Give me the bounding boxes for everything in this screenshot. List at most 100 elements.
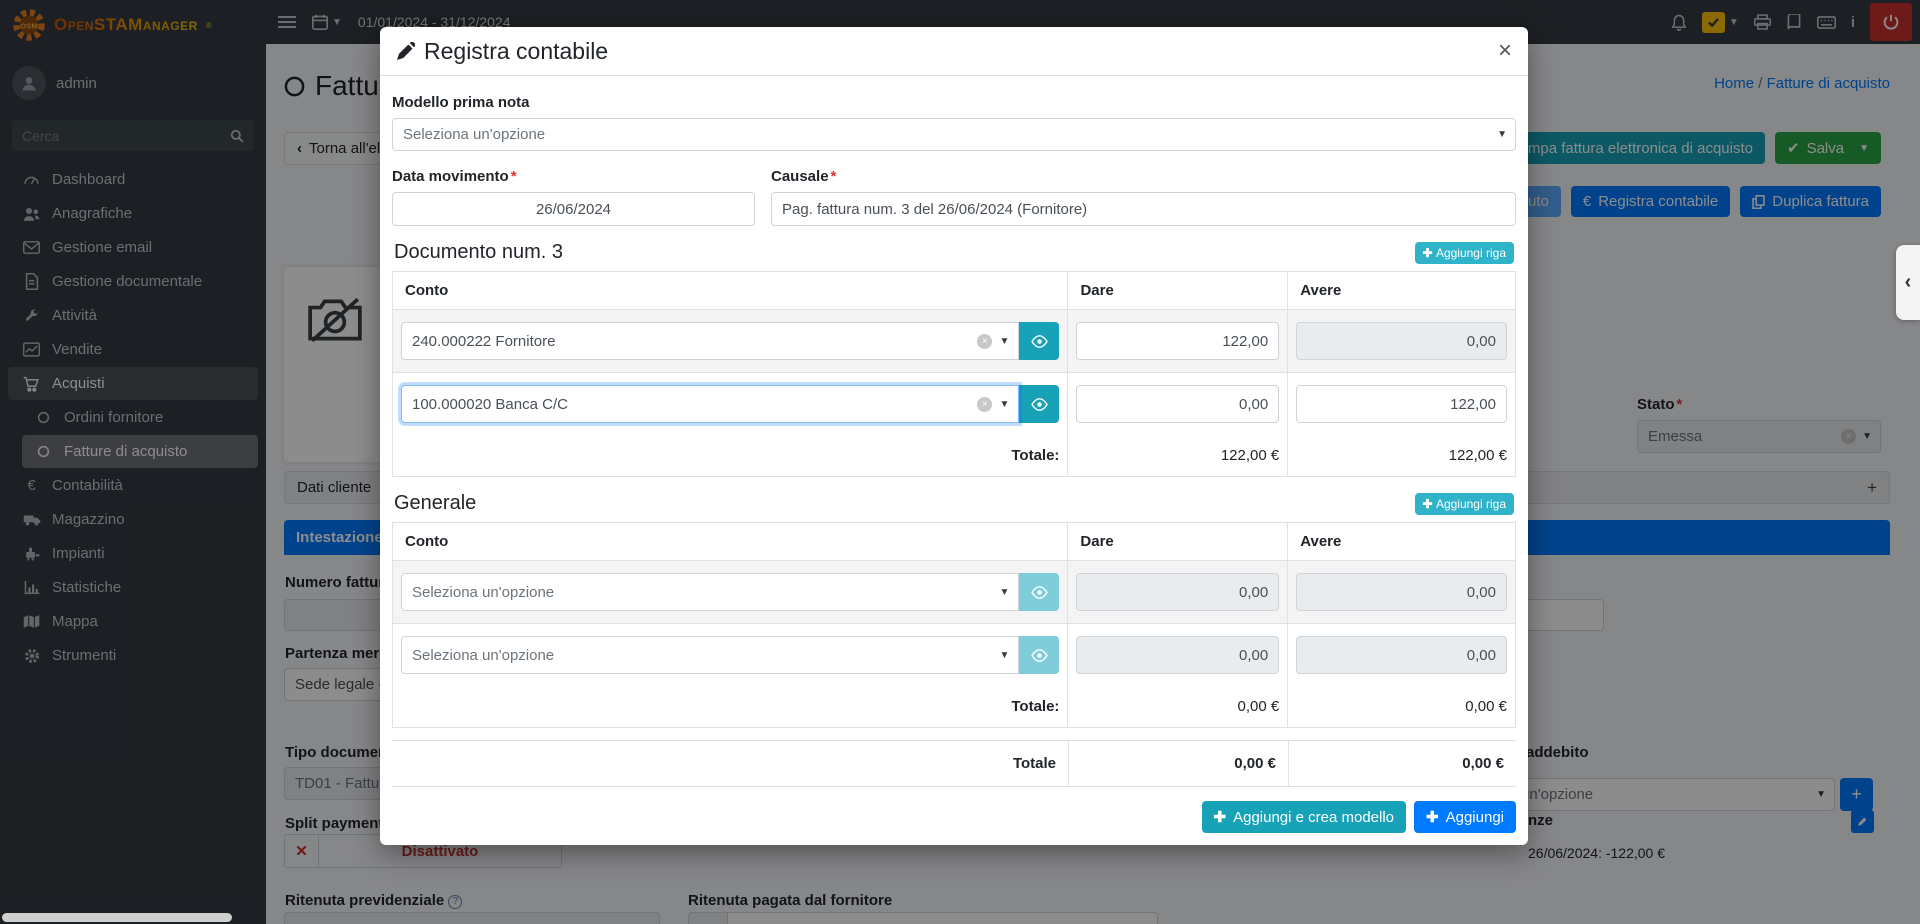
circle-icon — [284, 76, 305, 97]
causale-label: Causale * — [771, 168, 837, 185]
sidebar-item-anagrafiche[interactable]: Anagrafiche — [8, 197, 258, 230]
power-icon — [1883, 14, 1899, 30]
circle-icon — [34, 411, 53, 424]
add-option-button[interactable]: + — [1840, 778, 1873, 811]
sidebar-item-statistiche[interactable]: Statistiche — [8, 571, 258, 604]
column-header-avere: Avere — [1287, 271, 1516, 310]
clear-icon[interactable]: × — [1841, 429, 1856, 444]
expand-plus-icon[interactable]: + — [1867, 477, 1877, 497]
side-panel-toggle[interactable]: ‹ — [1896, 245, 1920, 320]
generale-section-head: Generale ✚ Aggiungi riga — [394, 492, 1514, 515]
logout-button[interactable] — [1870, 3, 1912, 41]
avere-input[interactable] — [1296, 573, 1507, 611]
add-row-badge[interactable]: ✚ Aggiungi riga — [1414, 242, 1514, 264]
ritenuta-fornitore-group — [688, 912, 1158, 924]
docs-button[interactable] — [1786, 14, 1802, 30]
user-name: admin — [56, 74, 97, 92]
brand-name: OpenSTAManager — [54, 15, 198, 34]
totals-row: Totale: 122,00 € 122,00 € — [391, 435, 1516, 477]
pencil-icon — [1857, 816, 1868, 827]
caret-down-icon: ▼ — [999, 649, 1010, 661]
info-button[interactable]: i — [1851, 14, 1855, 31]
search-input[interactable] — [12, 120, 220, 151]
caret-down-icon: ▼ — [1862, 431, 1872, 442]
sidebar-item-acquisti[interactable]: Acquisti — [8, 367, 258, 400]
split-payment-value: Disattivato — [401, 842, 479, 860]
avere-input[interactable] — [1296, 385, 1507, 423]
sidebar-item-fatture-di-acquisto[interactable]: Fatture di acquisto — [22, 435, 258, 468]
view-account-button[interactable] — [1019, 385, 1060, 423]
conto-select[interactable]: 100.000020 Banca C/C × ▼ — [401, 385, 1020, 423]
keyboard-icon — [1816, 15, 1836, 29]
sidebar-item-dashboard[interactable]: Dashboard — [8, 163, 258, 196]
session-status-button[interactable]: ▼ — [1701, 11, 1739, 33]
eye-icon — [1031, 585, 1048, 599]
aggiungi-button[interactable]: ✚ Aggiungi — [1414, 801, 1516, 833]
ritenuta-fornitore-input[interactable] — [728, 912, 1158, 924]
add-row-badge[interactable]: ✚ Aggiungi riga — [1414, 493, 1514, 515]
x-icon: ✕ — [285, 835, 319, 867]
conto-select[interactable]: 240.000222 Fornitore × ▼ — [401, 322, 1020, 360]
bar-chart-icon — [22, 580, 41, 595]
dare-input[interactable] — [1076, 573, 1280, 611]
view-account-button[interactable] — [1019, 636, 1060, 674]
sidebar-toggle-button[interactable] — [278, 15, 296, 29]
dare-input[interactable] — [1076, 385, 1280, 423]
view-account-button[interactable] — [1019, 322, 1060, 360]
sidebar-item-magazzino[interactable]: Magazzino — [8, 503, 258, 536]
ritenuta-previdenziale-input[interactable] — [284, 912, 660, 924]
sidebar-item-gestione-documentale[interactable]: Gestione documentale — [8, 265, 258, 298]
totale-label: Totale: — [391, 435, 1069, 477]
bell-icon — [1671, 14, 1687, 31]
sidebar-item-ordini-fornitore[interactable]: Ordini fornitore — [22, 401, 258, 434]
conto-select[interactable]: Seleziona un'opzione ▼ — [401, 636, 1020, 674]
sidebar-item-impianti[interactable]: Impianti — [8, 537, 258, 570]
sidebar-item-strumenti[interactable]: Strumenti — [8, 639, 258, 672]
dare-input[interactable] — [1076, 636, 1280, 674]
modello-prima-nota-select[interactable]: Seleziona un'opzione ▼ — [392, 118, 1516, 151]
shortcuts-button[interactable] — [1816, 15, 1836, 29]
ritenuta-previdenziale-label: Ritenuta previdenziale? — [285, 892, 463, 909]
table-row: Seleziona un'opzione ▼ — [391, 623, 1516, 686]
avere-input[interactable] — [1296, 322, 1507, 360]
horizontal-scrollbar-thumb[interactable] — [2, 913, 232, 922]
pencil-icon — [396, 41, 415, 61]
grand-total-avere: 0,00 € — [1288, 741, 1516, 786]
generale-heading: Generale — [394, 492, 477, 514]
registra-contabile-button[interactable]: € Registra contabile — [1570, 186, 1731, 217]
duplica-fattura-button[interactable]: Duplica fattura — [1740, 186, 1881, 217]
clear-icon[interactable]: × — [977, 396, 993, 412]
view-account-button[interactable] — [1019, 573, 1060, 611]
stato-select[interactable]: Emessa × ▼ — [1637, 420, 1881, 453]
close-icon[interactable]: × — [1497, 37, 1512, 64]
sidebar-item-contabilita[interactable]: € Contabilità — [8, 469, 258, 502]
sidebar-item-vendite[interactable]: Vendite — [8, 333, 258, 366]
calendar-button[interactable]: ▼ — [312, 14, 342, 30]
data-movimento-input[interactable] — [392, 192, 755, 226]
caret-down-icon: ▼ — [1728, 16, 1739, 28]
brand[interactable]: OSM OpenSTAManager ® — [0, 0, 266, 50]
modello-prima-nota-label: Modello prima nota — [392, 94, 530, 111]
sidebar-item-mappa[interactable]: Mappa — [8, 605, 258, 638]
checkbox-addon[interactable] — [688, 912, 728, 924]
breadcrumb-current-link[interactable]: Fatture di acquisto — [1766, 75, 1890, 92]
avere-input[interactable] — [1296, 636, 1507, 674]
edit-scadenze-button[interactable] — [1851, 810, 1874, 833]
aggiungi-crea-modello-button[interactable]: ✚ Aggiungi e crea modello — [1201, 801, 1407, 833]
date-range[interactable]: 01/01/2024 - 31/12/2024 — [357, 14, 511, 30]
check-icon: ✔ — [1786, 140, 1800, 157]
grand-total-label: Totale — [1012, 755, 1056, 772]
breadcrumb-home-link[interactable]: Home — [1714, 75, 1755, 92]
eye-icon — [1031, 397, 1048, 411]
navbar-right: ▼ i — [1671, 3, 1912, 41]
search-button[interactable] — [220, 120, 254, 151]
causale-input[interactable] — [771, 192, 1516, 226]
print-button[interactable] — [1753, 14, 1771, 30]
clear-icon[interactable]: × — [977, 333, 993, 349]
dare-input[interactable] — [1076, 322, 1280, 360]
sidebar-item-attivita[interactable]: Attività — [8, 299, 258, 332]
salva-button[interactable]: ✔ Salva ▼ — [1774, 132, 1881, 164]
conto-select[interactable]: Seleziona un'opzione ▼ — [401, 573, 1020, 611]
sidebar-item-gestione-email[interactable]: Gestione email — [8, 231, 258, 264]
notifications-button[interactable] — [1671, 14, 1687, 31]
